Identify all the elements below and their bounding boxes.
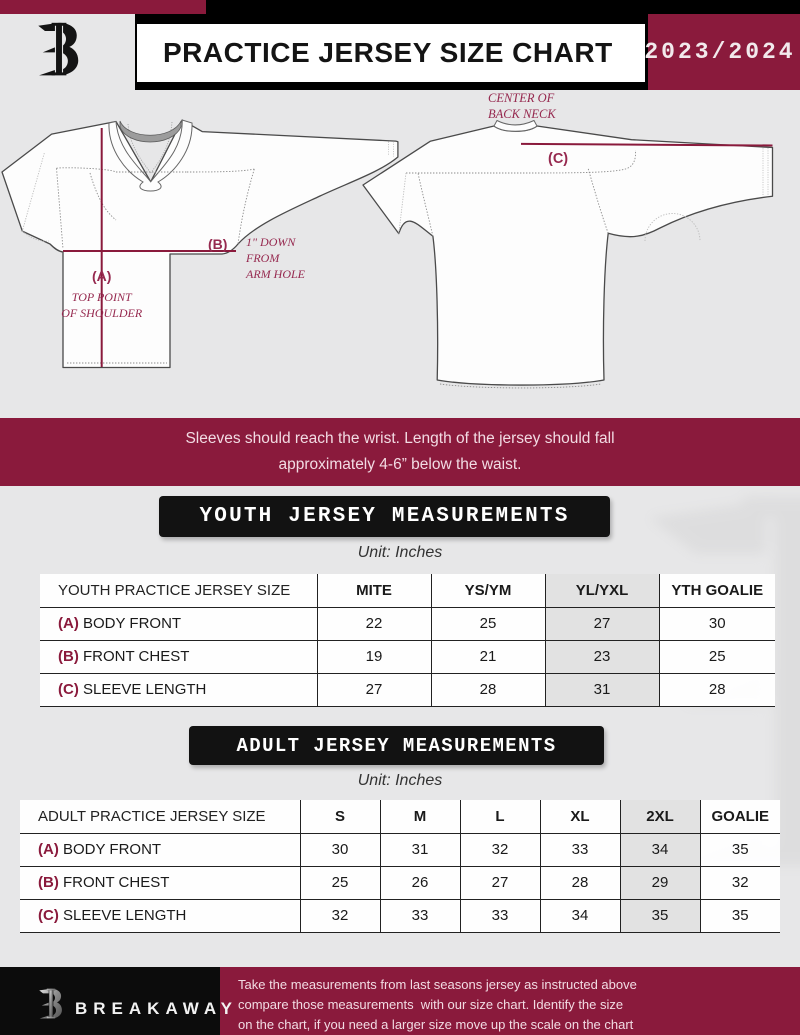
- svg-text:(A): (A): [92, 268, 111, 284]
- svg-text:FROM: FROM: [245, 251, 280, 265]
- svg-text:BACK NECK: BACK NECK: [488, 107, 556, 121]
- svg-text:(C): (C): [548, 151, 568, 167]
- svg-text:CENTER OF: CENTER OF: [488, 91, 555, 105]
- svg-text:OF SHOULDER: OF SHOULDER: [61, 306, 143, 320]
- svg-text:(B): (B): [208, 236, 227, 252]
- svg-text:TOP POINT: TOP POINT: [72, 290, 133, 304]
- svg-text:1" DOWN: 1" DOWN: [246, 235, 296, 249]
- svg-text:ARM HOLE: ARM HOLE: [245, 267, 306, 281]
